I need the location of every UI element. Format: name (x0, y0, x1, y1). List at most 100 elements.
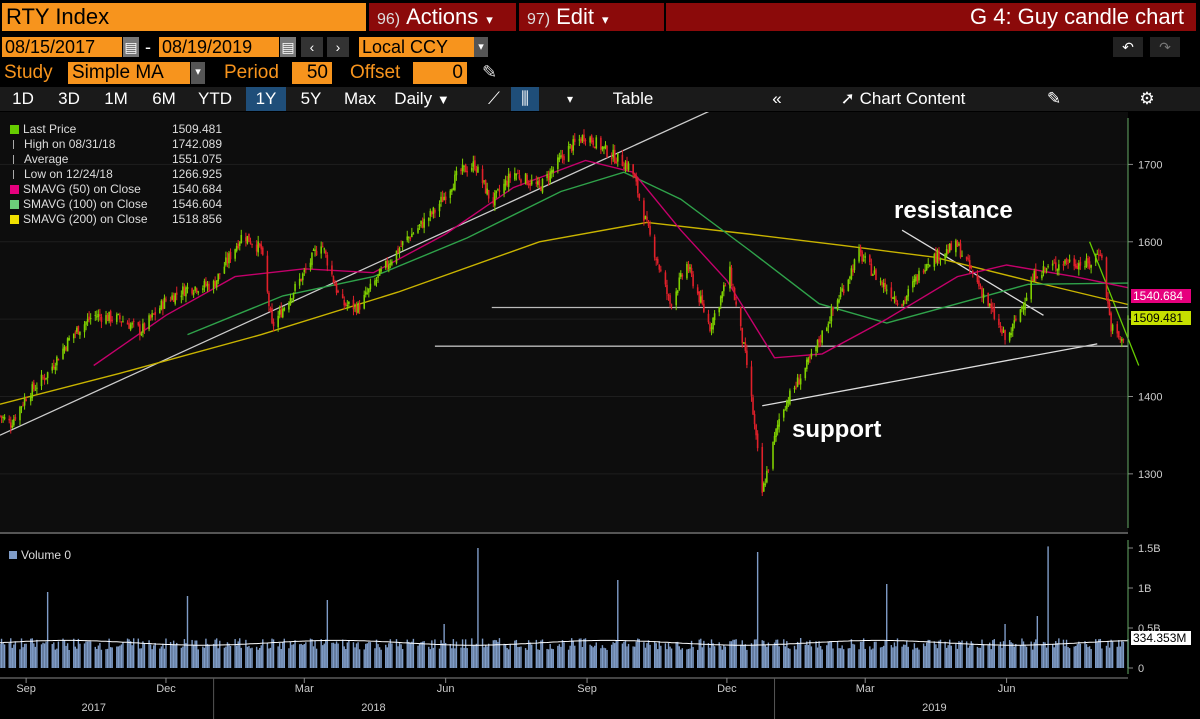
line-chart-icon[interactable]: ⟋ (488, 89, 500, 108)
candle-body (633, 174, 636, 178)
volume-bar (787, 648, 790, 668)
ticker-field[interactable]: RTY Index (2, 3, 366, 31)
candle-body (334, 283, 336, 286)
legend-item: Last Price 1509.481 (10, 122, 222, 137)
candle-body (743, 342, 745, 344)
candlestick-icon[interactable]: ⫼ (511, 87, 539, 111)
candle-body (108, 311, 110, 321)
candle-body (344, 303, 347, 306)
candle-body (449, 190, 452, 198)
redo-icon[interactable]: ↷ (1150, 37, 1180, 57)
candle-body (294, 283, 296, 291)
chevron-down-icon[interactable]: ▾ (474, 37, 488, 57)
next-period-button[interactable]: › (327, 37, 349, 57)
volume-bar (1008, 640, 1011, 668)
candle-body (793, 387, 796, 390)
volume-bar (119, 645, 121, 668)
date-separator: - (145, 37, 151, 57)
volume-bar (160, 646, 163, 668)
timeframe-6m[interactable]: 6M (152, 89, 176, 108)
timeframe-max[interactable]: Max (343, 89, 377, 108)
candle-body (1019, 309, 1022, 322)
candle-body (88, 316, 90, 320)
candle-body (1096, 253, 1099, 255)
timeframe-1y[interactable]: 1Y (246, 87, 286, 111)
candle-body (280, 308, 283, 318)
actions-menu[interactable]: 96) Actions ▾ (369, 3, 516, 31)
volume-bar (471, 638, 473, 668)
pencil-icon[interactable]: ✎ (482, 62, 498, 82)
volume-bar (428, 646, 430, 668)
candle-body (515, 174, 518, 176)
volume-bar (343, 646, 345, 668)
chevron-down-icon[interactable]: ▾ (566, 92, 574, 106)
candlesticks (0, 129, 1129, 497)
start-date-field[interactable]: 08/15/2017 (2, 37, 122, 57)
study-select[interactable]: Simple MA (68, 62, 190, 84)
candle-body (1004, 330, 1006, 340)
volume-bar (815, 641, 817, 668)
candle-body (821, 330, 823, 343)
volume-bar (658, 641, 660, 668)
end-date-field[interactable]: 08/19/2019 (159, 37, 279, 57)
candle-body (1025, 297, 1028, 301)
legend-swatch (10, 215, 19, 225)
frequency-select[interactable]: Daily ▼ (392, 87, 452, 111)
volume-bar (509, 644, 511, 668)
volume-bar (434, 639, 436, 668)
volume-bar (140, 648, 143, 668)
candle-body (137, 322, 140, 326)
calendar-icon[interactable]: ▤ (280, 37, 296, 57)
chart-content-button[interactable]: ➚ Chart Content (828, 87, 978, 111)
volume-bar (1065, 639, 1068, 668)
candle-body (431, 212, 433, 215)
period-field[interactable]: 50 (292, 62, 332, 84)
timeframe-3d[interactable]: 3D (58, 89, 80, 108)
timeframe-1d[interactable]: 1D (12, 89, 34, 108)
volume-bar (249, 648, 252, 668)
volume-bar (590, 645, 593, 668)
candle-body (775, 428, 777, 438)
edit-menu[interactable]: 97) Edit ▾ (519, 3, 664, 31)
volume-bar (477, 548, 479, 668)
candle-body (718, 307, 721, 313)
volume-bar (677, 641, 679, 668)
candle-body (915, 276, 917, 282)
volume-bar (1075, 645, 1077, 668)
volume-bar (154, 642, 156, 668)
volume-bar (149, 644, 152, 668)
candle-body (357, 303, 359, 313)
edit-chart-icon[interactable]: ✎ (1046, 89, 1062, 108)
prev-period-button[interactable]: ‹ (301, 37, 323, 57)
volume-bar (972, 643, 974, 668)
candle-body (354, 304, 356, 308)
calendar-icon[interactable]: ▤ (123, 37, 139, 57)
candle-body (129, 324, 132, 330)
volume-bar (176, 642, 178, 668)
table-button[interactable]: Table (612, 89, 654, 108)
volume-bar (395, 639, 398, 668)
candle-body (154, 311, 157, 315)
volume-bar (283, 638, 286, 668)
timeframe-5y[interactable]: 5Y (300, 89, 322, 108)
volume-bar (148, 640, 150, 668)
volume-bar (612, 642, 614, 668)
volume-bar (484, 645, 487, 668)
timeframe-1m[interactable]: 1M (104, 89, 128, 108)
currency-select[interactable]: Local CCY (359, 37, 474, 57)
candle-body (320, 246, 322, 254)
gear-icon[interactable]: ⚙ (1139, 89, 1155, 108)
chevron-down-icon[interactable]: ▾ (191, 62, 205, 84)
volume-bar (455, 641, 458, 668)
volume-bar (365, 643, 367, 668)
offset-field[interactable]: 0 (413, 62, 467, 84)
legend-value: 1540.684 (171, 182, 222, 196)
candle-body (229, 251, 232, 260)
undo-icon[interactable]: ↶ (1113, 37, 1143, 57)
candle-body (251, 243, 253, 245)
volume-bar (1044, 642, 1046, 668)
collapse-icon[interactable]: « (772, 89, 782, 108)
timeframe-ytd[interactable]: YTD (198, 89, 232, 108)
volume-bar (580, 638, 582, 668)
